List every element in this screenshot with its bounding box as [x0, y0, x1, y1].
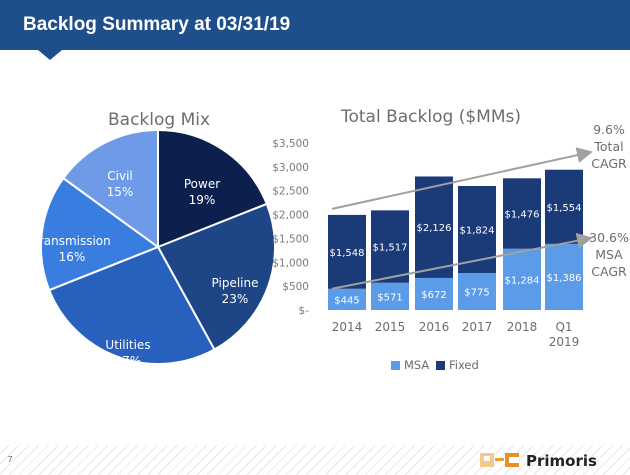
bar-fixed-2018	[503, 178, 541, 249]
y-tick-label: $1,000	[272, 257, 309, 269]
pie-label-civil: Civil	[107, 169, 132, 183]
data-label-msa: $445	[334, 295, 359, 306]
bar-fixed-2016	[415, 176, 453, 278]
bar-fixed-q1-2019	[545, 169, 583, 244]
data-label-msa: $672	[421, 290, 446, 301]
pie-label-pipeline: Pipeline	[212, 276, 259, 290]
pie-value-transmission: 16%	[59, 250, 86, 264]
data-label-fixed: $1,548	[330, 248, 365, 259]
page-number: 7	[8, 455, 13, 464]
footer-band	[0, 445, 630, 475]
pie-value-pipeline: 23%	[222, 292, 249, 306]
data-label-msa: $571	[377, 292, 402, 303]
slide-header: Backlog Summary at 03/31/19	[0, 0, 630, 50]
pie-slice-power	[157, 130, 269, 249]
y-tick-label: $-	[299, 305, 310, 317]
x-tick-label: 2014	[332, 320, 363, 334]
pie-slice-utilities	[47, 245, 216, 365]
data-label-msa: $1,284	[505, 275, 540, 286]
cagr-annotation-1: 9.6%	[593, 122, 625, 137]
x-tick-label: 2019	[549, 335, 580, 349]
bar-msa-2014	[328, 288, 366, 310]
data-label-fixed: $1,476	[505, 210, 540, 221]
total-backlog-bar-chart: $- $500 $1,000 $1,500 $2,000 $2,500 $3,000 $3,5…	[272, 122, 629, 372]
x-tick-label: 2018	[507, 320, 538, 334]
pie-slice-transmission	[40, 176, 161, 292]
header-notch	[38, 50, 62, 60]
y-tick-label: $500	[282, 281, 309, 293]
cagr-annotation-1: CAGR	[591, 156, 627, 171]
bar-msa-2018	[503, 248, 541, 310]
data-label-msa: $1,386	[547, 273, 582, 284]
x-tick-label: Q1	[555, 320, 572, 334]
data-label-fixed: $1,824	[460, 226, 495, 237]
bar-msa-q1-2019	[545, 243, 583, 310]
bar-msa-2016	[415, 277, 453, 310]
bar-fixed-2015	[371, 210, 409, 283]
data-label-fixed: $1,517	[373, 243, 408, 254]
pie-label-transmission: Transmission	[32, 234, 111, 248]
legend-swatch-fixed	[436, 361, 445, 370]
y-tick-label: $2,500	[272, 186, 309, 198]
logo-p-mark-cutout	[484, 456, 490, 461]
cagr-annotation-2: 30.6%	[589, 230, 629, 245]
legend-swatch-msa	[391, 361, 400, 370]
logo-text: Primoris	[526, 452, 597, 470]
y-tick-label: $1,500	[272, 233, 309, 245]
y-tick-label: $3,500	[272, 138, 309, 150]
x-tick-label: 2016	[419, 320, 450, 334]
logo-c-mark-cutout	[509, 457, 519, 463]
cagr-arrow-2	[331, 232, 593, 290]
cagr-annotation-2: CAGR	[591, 264, 627, 279]
data-label-fixed: $1,554	[547, 203, 582, 214]
cagr-arrow-1	[331, 147, 593, 210]
y-tick-label: $3,000	[272, 162, 309, 174]
bar-msa-2017	[458, 273, 496, 310]
pie-value-utilities: 27%	[115, 354, 142, 368]
x-tick-label: 2017	[462, 320, 493, 334]
bar-msa-2015	[371, 282, 409, 310]
data-label-fixed: $2,126	[417, 223, 452, 234]
y-tick-label: $2,000	[272, 210, 309, 222]
x-tick-label: 2015	[375, 320, 406, 334]
legend-label-msa: MSA	[404, 358, 429, 372]
cagr-annotation-1: Total	[593, 139, 623, 154]
logo-bar-mark	[495, 458, 504, 461]
primoris-logo: Primoris	[480, 452, 597, 470]
slide-title: Backlog Summary at 03/31/19	[23, 14, 291, 35]
pie-slice-civil	[61, 130, 159, 249]
pie-slice-pipeline	[156, 202, 276, 351]
bar-fixed-2014	[328, 214, 366, 289]
pie-value-civil: 15%	[107, 185, 134, 199]
cagr-annotation-2: MSA	[595, 247, 623, 262]
pie-chart-title: Backlog Mix	[108, 110, 211, 130]
pie-label-power: Power	[184, 177, 220, 191]
pie-label-utilities: Utilities	[105, 338, 150, 352]
bar-chart-title: Total Backlog ($MMs)	[341, 107, 521, 127]
backlog-mix-pie-chart: Power 19% Pipeline 23% Utilities 27% Transmiss…	[32, 130, 276, 368]
legend-label-fixed: Fixed	[449, 358, 479, 372]
pie-value-power: 19%	[189, 193, 216, 207]
data-label-msa: $775	[464, 288, 489, 299]
